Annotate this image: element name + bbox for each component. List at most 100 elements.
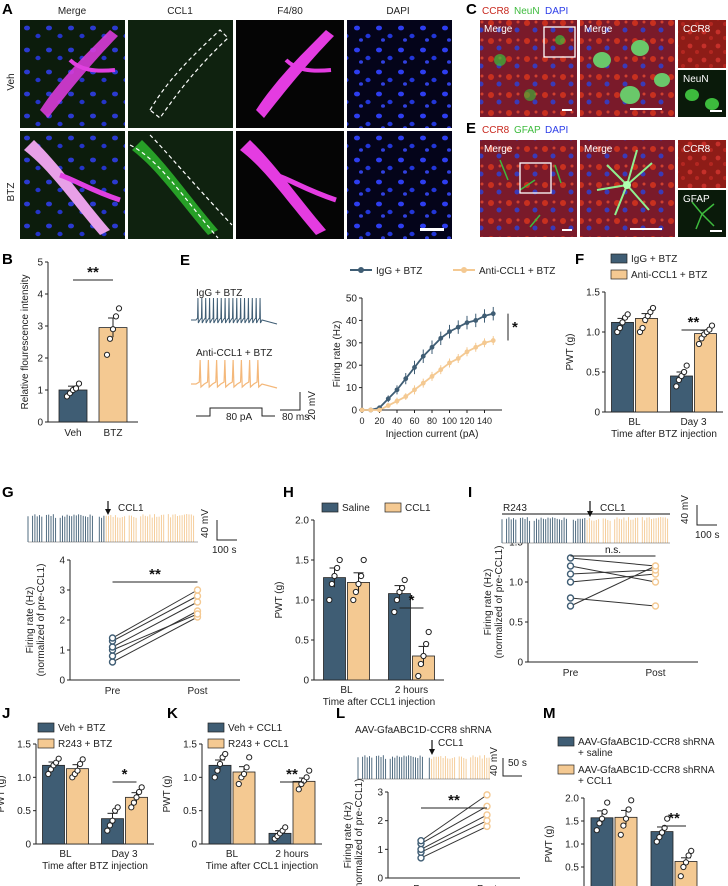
pair-line [112,610,198,657]
scale-v-g: 40 mV [200,509,211,538]
data-point [412,365,417,370]
data-point [403,376,409,382]
panel-label-K: K [167,705,178,722]
y-tick-label: 0.5 [17,806,31,817]
panel-label-A: A [2,1,13,18]
legend-swatch [37,722,55,733]
y-tick-label: 0.5 [509,618,523,629]
data-point [303,774,310,781]
scale-voltage: 20 mV [307,391,318,420]
trace-bg [502,517,587,543]
marker-ccl1-l: CCL1 [438,738,464,749]
stain-label-ccr8: CCR8 [482,6,510,17]
pair-line [420,794,488,842]
x-axis-label: Time after CCL1 injection [206,861,318,872]
legend-swatch [610,269,628,280]
data-point [455,324,461,330]
tile-label-merge: Merge [484,24,513,35]
legend-swatch [557,736,575,747]
x-tick-label: 40 [392,416,402,426]
micrograph-d-merge-high [580,140,675,237]
bar [614,816,638,886]
data-point [355,580,362,588]
panel-C: C CCR8 NeuN DAPI Merge Merge CCR8 [466,1,726,117]
micrograph-veh-dapi [347,20,452,128]
chart-I: 00.51.01.5Firing rate (Hz)(normalized of… [483,538,698,679]
panel-label-I: I [468,484,472,501]
legend-label: + saline [578,748,613,759]
x-tick-label: 80 [427,416,437,426]
post-point [193,598,202,606]
data-point [596,820,603,827]
data-point [593,827,600,834]
data-point [622,815,630,822]
y-tick-label: 0 [191,840,197,851]
x-tick-label: Post [645,668,665,679]
data-point [385,396,391,402]
data-point [695,340,703,348]
legend-label: AAV-GfaABC1D-CCR8 shRNA [578,765,715,776]
scale-t-g: 100 s [212,545,236,556]
data-point [482,340,487,346]
pair-line [570,573,656,583]
micrograph-c-merge-high [580,20,675,117]
data-point [393,596,400,604]
x-tick-label: BL [340,685,353,696]
pair-line [570,569,656,575]
data-point [295,786,302,793]
x-tick-label: Veh [64,428,81,439]
legend-label: IgG + BTZ [376,266,422,277]
data-point [447,360,452,366]
data-point [352,588,359,596]
data-point [115,305,123,312]
micrograph-veh-f480 [236,20,344,128]
zoom-box [519,162,552,194]
data-point [420,652,427,660]
data-point [358,572,365,580]
data-point [103,351,111,358]
scale-bar-l [502,758,522,777]
scale-bar-i [696,505,717,526]
data-point [394,387,400,393]
pre-point [566,562,575,570]
bar [347,582,370,681]
pair-line [420,820,488,853]
data-point [619,319,626,326]
pair-line [112,613,198,651]
y-tick-label: 0.5 [183,806,197,817]
data-point [429,374,435,379]
legend-label: CCL1 [405,503,431,514]
scale-bar-g [216,520,237,541]
data-point [138,784,145,791]
x-axis-label: Time after BTZ injection [42,861,148,872]
data-point [464,320,470,326]
data-point [656,834,663,841]
scale-v-l: 40 mV [489,747,500,776]
series-line [362,312,494,411]
data-point [598,815,606,822]
data-point [112,313,120,320]
data-point [425,628,432,636]
y-tick-label: 1 [377,845,383,856]
y-tick-label: 0.5 [586,368,600,379]
data-point [246,754,253,761]
panel-A: A Merge CCL1 F4/80 DAPI Veh BTZ [2,1,452,239]
panel-G-trace: CCL1 40 mV 100 s [27,503,237,556]
pair-line [112,616,198,663]
x-tick-label: Pre [105,686,121,697]
bar [66,768,89,845]
y-tick-label: 1.5 [565,817,579,828]
data-point [360,556,367,564]
data-point [399,584,406,592]
data-point [628,797,635,804]
pair-line [112,595,198,642]
pair-line [112,589,198,639]
bar [590,817,614,886]
col-header-ccl1: CCL1 [167,6,193,17]
title-l: AAV-GfaABC1D-CCR8 shRNA [355,725,492,736]
pair-line [112,601,198,648]
bar [98,327,128,423]
col-header-f480: F4/80 [277,6,303,17]
data-point [45,770,52,778]
